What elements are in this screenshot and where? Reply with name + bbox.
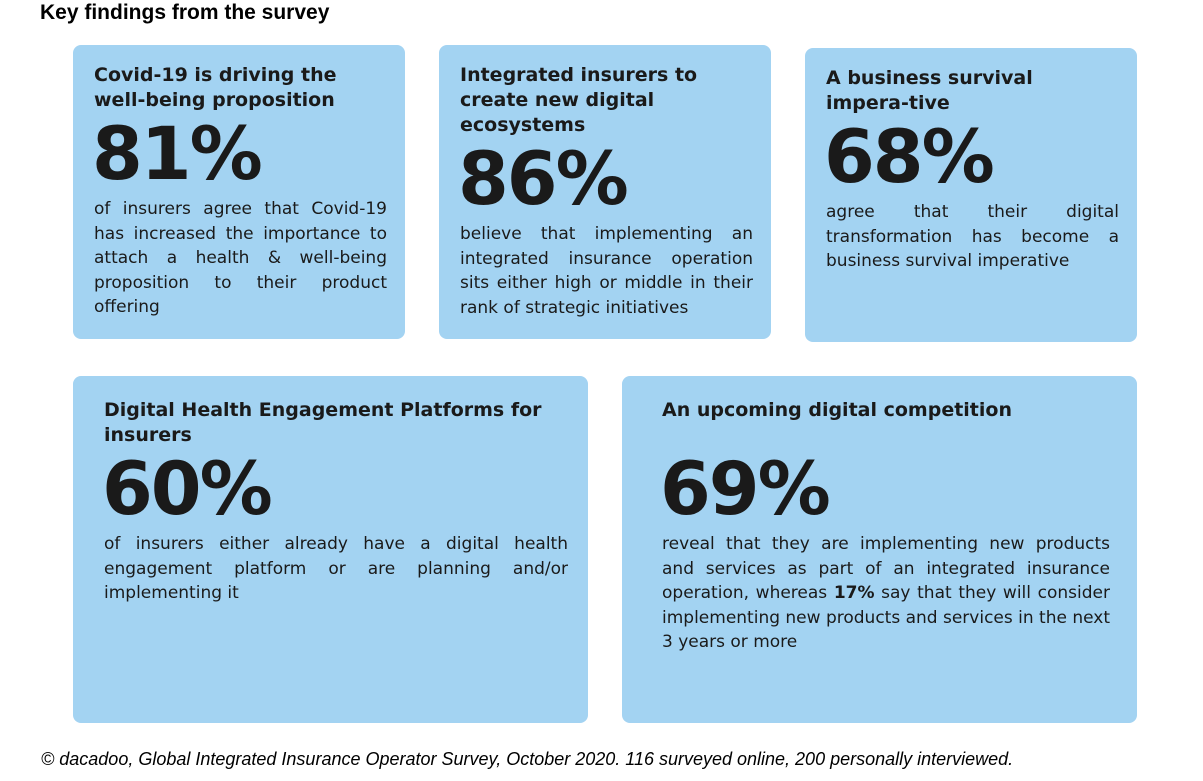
finding-card-health-platforms: Digital Health Engagement Platforms for … — [73, 376, 588, 723]
card-statistic: 60% — [102, 447, 273, 532]
card-description: believe that implementing an integrated … — [460, 224, 753, 318]
card-description: reveal that they are implementing new pr… — [662, 532, 1110, 655]
finding-card-wellbeing: Covid-19 is driving the well-being propo… — [73, 45, 405, 339]
description-text: reveal that they are implementing new pr… — [662, 534, 1110, 603]
card-description: of insurers agree that Covid-19 has incr… — [94, 199, 387, 317]
card-title: A business survival impera-tive — [826, 67, 1033, 114]
card-statistic: 68% — [824, 115, 995, 200]
finding-card-competition: An upcoming digital competition 69% reve… — [622, 376, 1137, 723]
card-title: Integrated insurers to create new digita… — [460, 64, 698, 136]
description-text: say that they will consider implementing… — [662, 583, 1111, 652]
card-title: An upcoming digital competition — [662, 399, 1012, 421]
card-title: Covid-19 is driving the well-being propo… — [94, 64, 337, 111]
source-footnote: © dacadoo, Global Integrated Insurance O… — [41, 749, 1014, 769]
card-description: of insurers either already have a digita… — [104, 534, 568, 603]
finding-card-ecosystems: Integrated insurers to create new digita… — [439, 45, 771, 339]
card-title: Digital Health Engagement Platforms for … — [104, 399, 542, 446]
page-heading: Key findings from the survey — [40, 1, 330, 24]
card-statistic: 86% — [458, 137, 629, 222]
finding-card-survival: A business survival impera-tive 68% agre… — [805, 48, 1137, 342]
description-highlight: 17% — [833, 583, 875, 603]
card-description: agree that their digital transformation … — [826, 202, 1119, 271]
card-statistic: 69% — [660, 447, 831, 532]
card-statistic: 81% — [92, 112, 263, 197]
